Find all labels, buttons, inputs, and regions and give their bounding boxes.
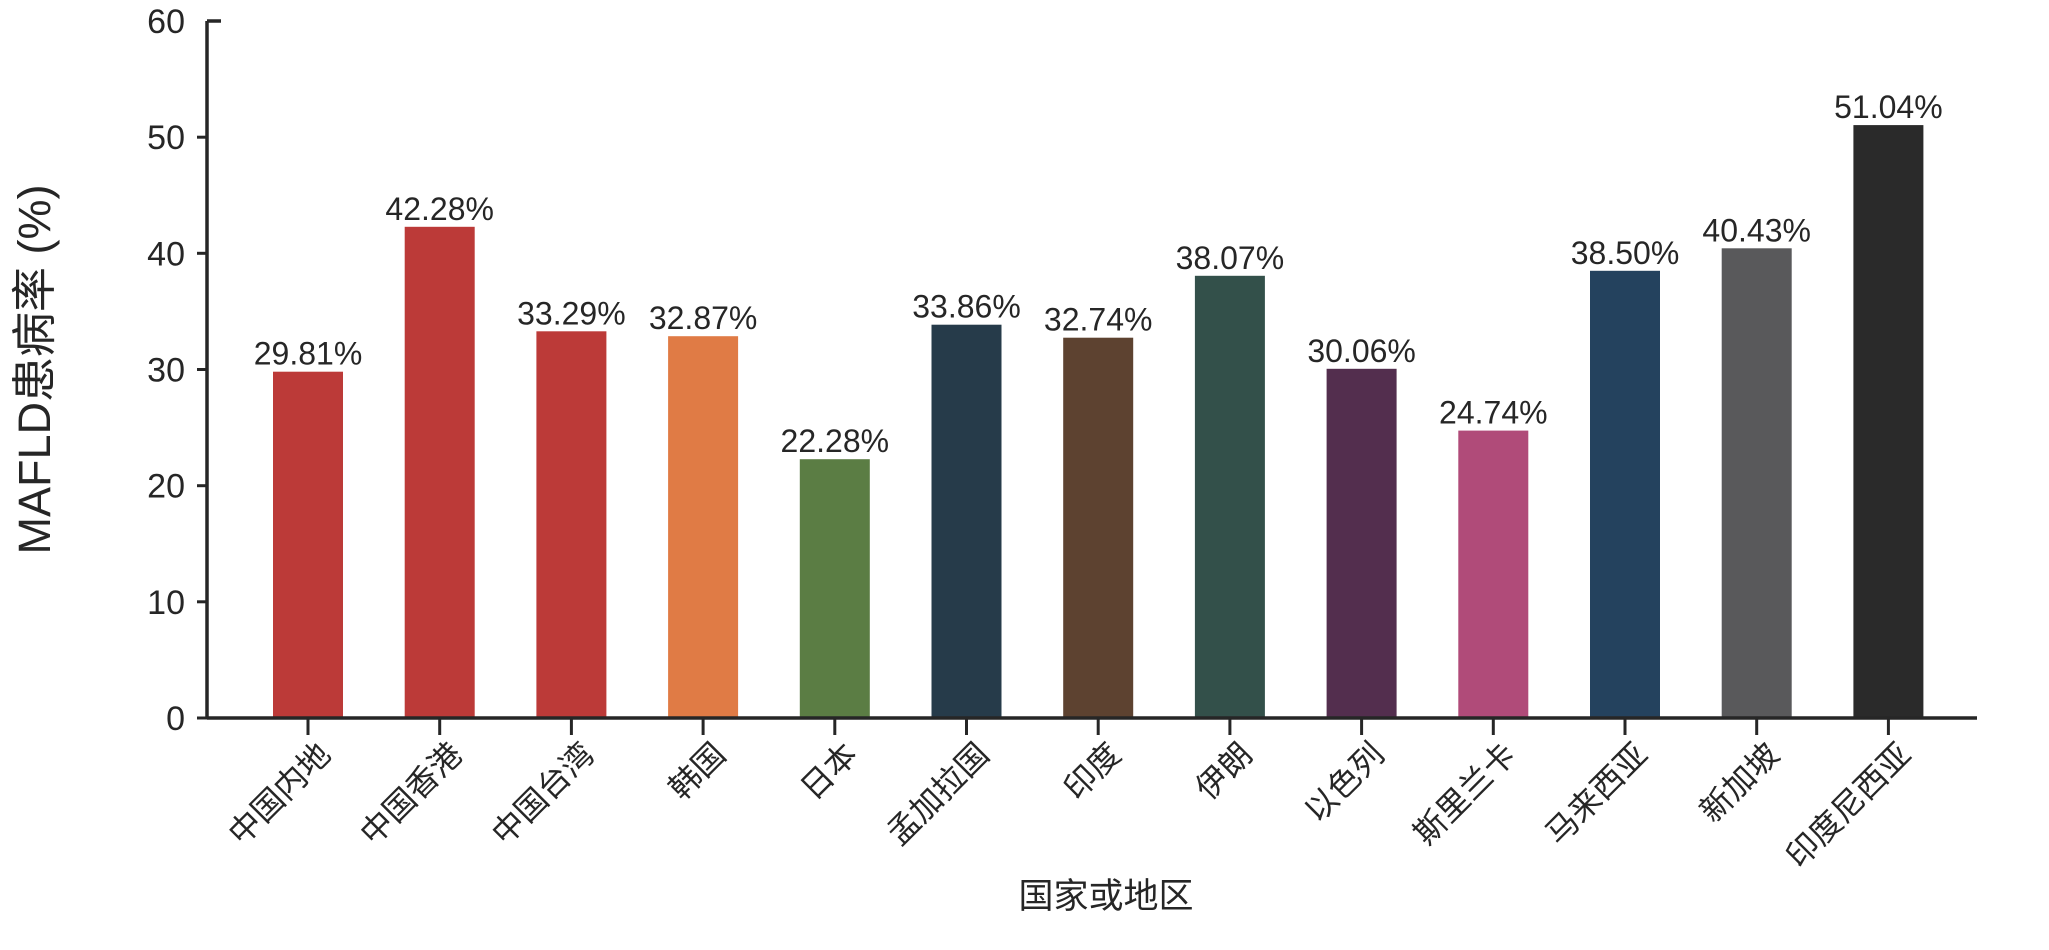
svg-text:20: 20 bbox=[147, 468, 185, 506]
svg-text:以色列: 以色列 bbox=[1298, 736, 1391, 829]
svg-text:32.74%: 32.74% bbox=[1044, 302, 1153, 338]
svg-text:38.07%: 38.07% bbox=[1176, 240, 1285, 276]
svg-text:29.81%: 29.81% bbox=[254, 336, 363, 372]
svg-text:中国台湾: 中国台湾 bbox=[485, 736, 601, 852]
svg-text:50: 50 bbox=[147, 119, 185, 157]
svg-text:马来西亚: 马来西亚 bbox=[1538, 736, 1654, 852]
svg-text:40: 40 bbox=[147, 235, 185, 273]
svg-text:新加坡: 新加坡 bbox=[1693, 736, 1786, 829]
svg-text:伊朗: 伊朗 bbox=[1189, 736, 1260, 807]
svg-text:中国香港: 中国香港 bbox=[353, 736, 469, 852]
svg-text:33.29%: 33.29% bbox=[517, 295, 626, 331]
svg-text:51.04%: 51.04% bbox=[1834, 89, 1943, 125]
svg-text:22.28%: 22.28% bbox=[781, 423, 890, 459]
svg-text:中国内地: 中国内地 bbox=[221, 736, 337, 852]
svg-text:38.50%: 38.50% bbox=[1571, 235, 1680, 271]
svg-text:32.87%: 32.87% bbox=[649, 300, 758, 336]
svg-text:60: 60 bbox=[147, 3, 185, 41]
svg-text:33.86%: 33.86% bbox=[912, 289, 1021, 325]
svg-text:韩国: 韩国 bbox=[662, 736, 733, 807]
svg-text:国家或地区: 国家或地区 bbox=[1018, 877, 1193, 916]
svg-text:印度尼西亚: 印度尼西亚 bbox=[1779, 736, 1918, 875]
svg-text:30.06%: 30.06% bbox=[1307, 333, 1416, 369]
svg-text:24.74%: 24.74% bbox=[1439, 395, 1548, 431]
svg-text:孟加拉国: 孟加拉国 bbox=[880, 736, 996, 852]
svg-text:30: 30 bbox=[147, 352, 185, 390]
svg-text:印度: 印度 bbox=[1057, 736, 1128, 807]
svg-text:MAFLD患病率 (%): MAFLD患病率 (%) bbox=[9, 185, 60, 555]
svg-text:斯里兰卡: 斯里兰卡 bbox=[1407, 736, 1523, 852]
svg-text:日本: 日本 bbox=[793, 736, 864, 807]
svg-text:0: 0 bbox=[166, 700, 185, 738]
svg-text:10: 10 bbox=[147, 584, 185, 622]
svg-text:42.28%: 42.28% bbox=[385, 191, 494, 227]
svg-text:40.43%: 40.43% bbox=[1702, 212, 1811, 248]
